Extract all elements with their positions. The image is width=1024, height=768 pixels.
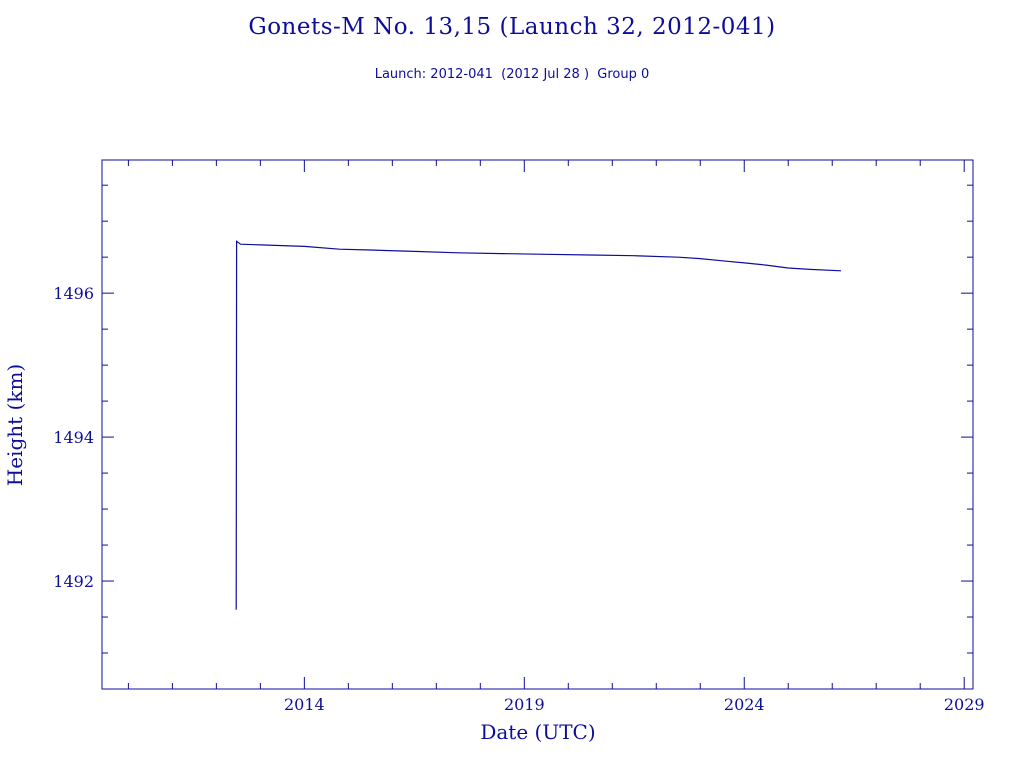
- plot-frame: [101, 159, 974, 690]
- x-tick-label: 2029: [944, 695, 985, 714]
- plot-border: [101, 159, 974, 690]
- y-tick-label: 1496: [53, 284, 94, 303]
- y-tick-label: 1492: [53, 572, 94, 591]
- y-axis-label: Height (km): [3, 364, 27, 486]
- tick-marks: [102, 160, 973, 690]
- tick-labels: 2014 2019 2024 2029 1492 1494 1496: [53, 284, 984, 714]
- series-layer: [235, 240, 842, 610]
- x-tick-label: 2024: [724, 695, 765, 714]
- x-tick-label: 2019: [504, 695, 545, 714]
- chart-subtitle: Launch: 2012-041 (2012 Jul 28 ) Group 0: [374, 67, 650, 82]
- x-axis-label: Date (UTC): [480, 720, 595, 744]
- y-tick-label: 1494: [53, 428, 94, 447]
- x-tick-label: 2014: [284, 695, 325, 714]
- height-series-line: [235, 240, 842, 610]
- chart-title: Gonets-M No. 13,15 (Launch 32, 2012-041): [248, 14, 776, 40]
